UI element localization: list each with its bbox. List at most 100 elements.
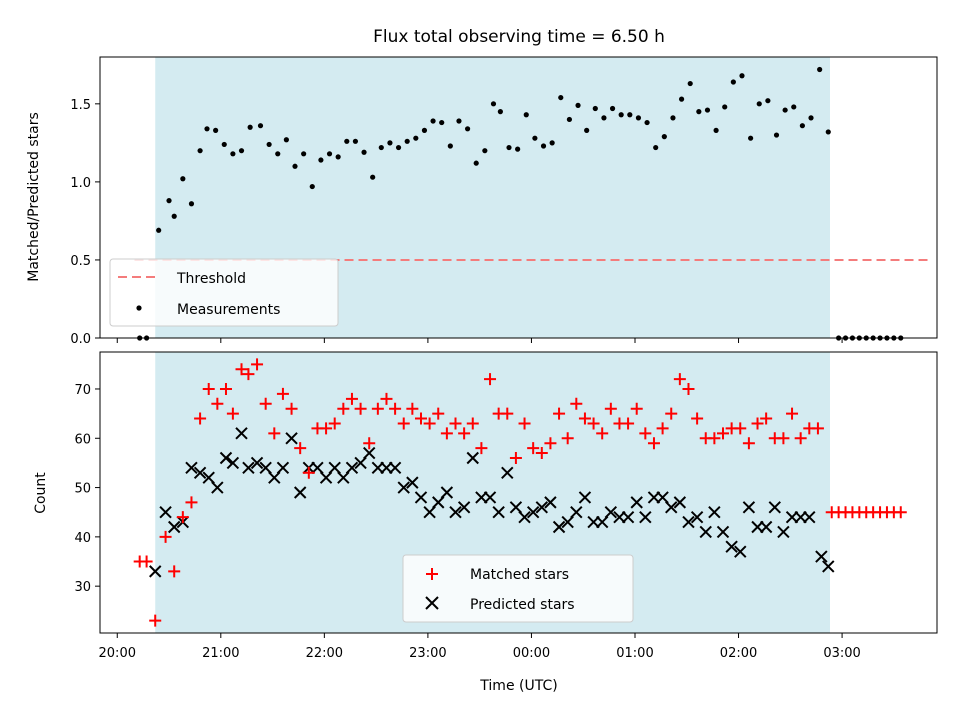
legend-predicted-swatch (425, 596, 439, 610)
matched-star-point (691, 412, 704, 425)
matched-star-point (251, 358, 264, 371)
measurement-point (180, 176, 186, 182)
measurement-point (447, 143, 453, 149)
predicted-star-point (432, 496, 445, 509)
matched-star-point (432, 407, 445, 420)
predicted-star-point (501, 466, 514, 479)
chart-title: Flux total observing time = 6.50 h (373, 27, 665, 47)
predicted-star-point (211, 481, 224, 494)
matched-star-point (708, 432, 721, 445)
measurement-point (791, 104, 797, 110)
matched-star-point (734, 422, 747, 435)
measurement-point (230, 151, 236, 157)
measurement-point (156, 227, 162, 233)
matched-star-point (294, 442, 307, 455)
matched-star-point (596, 427, 609, 440)
measurement-point (335, 154, 341, 160)
predicted-star-point (268, 471, 281, 484)
matched-star-point (622, 417, 635, 430)
matched-star-point (682, 382, 695, 395)
measurement-point (473, 160, 479, 166)
matched-star-point (656, 422, 669, 435)
predicted-star-point (803, 510, 816, 524)
measurement-point (532, 135, 538, 141)
matched-star-point (449, 417, 462, 430)
top-y-tick-label: 1.0 (70, 176, 91, 191)
top-y-tick-label: 1.5 (70, 98, 91, 113)
predicted-star-point (250, 456, 264, 470)
measurement-point (352, 138, 359, 144)
top-panel: 0.0 0.5 1.0 1.5 Matched/Predicted stars Thr… (26, 56, 938, 347)
measurement-point (601, 115, 607, 121)
predicted-star-point (595, 515, 609, 529)
measurement-point (592, 105, 598, 112)
measurement-point (584, 127, 590, 133)
matched-star-point (159, 530, 172, 543)
predicted-star-point (193, 466, 207, 479)
predicted-star-point (777, 525, 790, 539)
measurement-point (166, 198, 172, 204)
predicted-star-point (708, 506, 721, 519)
top-legend: Threshold Measurements (109, 258, 339, 327)
measurement-point (292, 163, 298, 169)
bottom-legend: Matched stars Predicted stars (402, 554, 634, 623)
predicted-star-point (423, 506, 436, 519)
matched-star-point (140, 555, 153, 568)
predicted-star-point (149, 565, 162, 578)
matched-star-point (570, 397, 583, 410)
measurement-point (558, 94, 564, 101)
measurement-point (704, 107, 711, 113)
measurement-point (635, 115, 642, 121)
measurement-point (782, 107, 788, 113)
measurement-point (326, 151, 333, 157)
predicted-star-point (518, 510, 531, 524)
measurement-point (627, 112, 633, 118)
predicted-star-point (535, 501, 549, 514)
x-tick-label: 21:00 (202, 646, 239, 661)
measurement-point (799, 123, 805, 129)
matched-star-point (219, 382, 232, 395)
top-y-axis-label: Matched/Predicted stars (26, 112, 42, 282)
measurement-point (464, 126, 471, 132)
predicted-star-point (561, 515, 574, 529)
measurement-point (540, 143, 547, 149)
measurement-point (413, 135, 419, 141)
matched-star-point (406, 402, 419, 415)
measurement-point (523, 112, 529, 118)
matched-star-point (894, 506, 907, 519)
matched-star-point (811, 422, 824, 435)
matched-star-point (371, 402, 384, 415)
measurement-point (490, 101, 497, 107)
predicted-star-point (526, 506, 540, 519)
predicted-star-point (621, 510, 635, 524)
predicted-star-point (311, 461, 324, 475)
measurement-point (825, 129, 831, 135)
predicted-star-point (159, 506, 172, 519)
matched-star-point (665, 407, 678, 420)
predicted-star-point (354, 456, 367, 470)
matched-star-point (518, 417, 531, 430)
predicted-star-point (492, 506, 505, 519)
measurement-point (773, 132, 780, 138)
matched-star-point (509, 451, 522, 464)
measurement-point (653, 144, 659, 151)
predicted-star-point (716, 525, 730, 539)
predicted-star-point (285, 432, 298, 445)
measurement-point (275, 151, 281, 157)
predicted-star-point (656, 491, 669, 504)
matched-star-point (544, 437, 557, 450)
matched-star-point (578, 412, 591, 425)
predicted-star-point (509, 501, 523, 514)
bottom-y-ticks: 30 40 50 60 70 (74, 383, 100, 595)
measurement-point (318, 157, 324, 163)
matched-star-point (168, 565, 181, 578)
predicted-star-point (742, 501, 756, 514)
matched-star-point (535, 447, 548, 460)
measurement-point (730, 79, 736, 85)
predicted-star-point (293, 486, 307, 499)
predicted-star-point (363, 446, 376, 460)
matched-star-point (202, 382, 215, 395)
bottom-panel: 30 40 50 60 70 20:00 21:00 22:00 23:00 00:00 01:0… (33, 351, 938, 694)
predicted-star-point (449, 506, 462, 519)
bottom-y-axis-label: Count (33, 472, 49, 514)
